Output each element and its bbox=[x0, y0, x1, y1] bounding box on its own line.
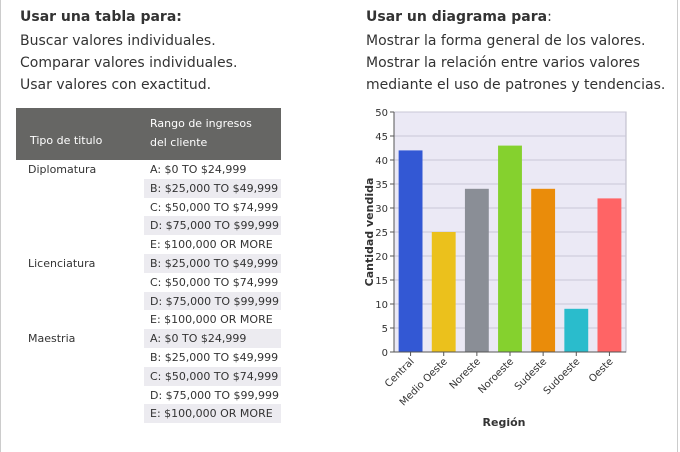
income-range-cell: B: $25,000 TO $49,999 bbox=[150, 350, 279, 364]
income-range-cell: A: $0 TO $24,999 bbox=[150, 332, 247, 346]
table-usage-heading: Usar una tabla para: bbox=[20, 9, 182, 25]
income-range-cell: E: $100,000 OR MORE bbox=[150, 407, 273, 421]
y-tick-label: 45 bbox=[375, 132, 388, 143]
row-shading bbox=[144, 329, 281, 348]
table-row: D: $75,000 TO $99,999 bbox=[16, 291, 281, 311]
y-axis-title: Cantidad vendida bbox=[363, 178, 376, 287]
chart-usage-section: Usar un diagrama para: Mostrar la forma … bbox=[366, 8, 676, 96]
income-range-cell: D: $75,000 TO $99,999 bbox=[150, 388, 280, 402]
table-row: B: $25,000 TO $49,999 bbox=[16, 348, 281, 367]
chart-usage-line-3: mediante el uso de patrones y tendencias… bbox=[366, 77, 666, 93]
degree-type-cell: Diplomatura bbox=[28, 163, 97, 176]
chart-usage-heading: Usar un diagrama para: bbox=[366, 8, 676, 26]
bar-medio-oeste bbox=[431, 232, 456, 352]
table-usage-line-1: Buscar valores individuales. bbox=[20, 33, 216, 49]
income-range-cell: A: $0 TO $24,999 bbox=[150, 163, 247, 176]
bar-sudeste bbox=[531, 188, 556, 352]
bar-oeste bbox=[597, 198, 622, 352]
chart-usage-line-2: Mostrar la relación entre varios valores bbox=[366, 55, 640, 71]
table-row: Licenciatura B: $25,000 TO $49,999 bbox=[16, 253, 281, 273]
table-row: Diplomatura A: $0 TO $24,999 bbox=[16, 160, 281, 179]
income-range-cell: B: $25,000 TO $49,999 bbox=[150, 181, 279, 195]
bar-sudoeste bbox=[564, 308, 589, 352]
income-range-cell: B: $25,000 TO $49,999 bbox=[150, 256, 279, 270]
chart-usage-heading-bold: Usar un diagrama para bbox=[366, 9, 548, 25]
income-range-cell: C: $50,000 TO $74,999 bbox=[150, 200, 279, 214]
table-row: C: $50,000 TO $74,999 bbox=[16, 198, 281, 217]
bar-noroeste bbox=[498, 145, 522, 352]
table-row: C: $50,000 TO $74,999 bbox=[16, 366, 281, 386]
table-row: B: $25,000 TO $49,999 bbox=[16, 178, 281, 198]
income-table: Tipo de titulo Rango de ingresos del cli… bbox=[16, 108, 281, 424]
table-row: E: $100,000 OR MORE bbox=[16, 235, 281, 254]
x-axis-title: Región bbox=[483, 416, 526, 429]
y-tick-label: 0 bbox=[382, 348, 388, 359]
table-row: E: $100,000 OR MORE bbox=[16, 310, 281, 329]
y-tick-label: 35 bbox=[375, 180, 388, 191]
table-usage-line-3: Usar valores con exactitud. bbox=[20, 77, 212, 93]
table-row: D: $75,000 TO $99,999 bbox=[16, 216, 281, 236]
table-usage-section: Usar una tabla para: Buscar valores indi… bbox=[20, 8, 285, 96]
y-tick-label: 20 bbox=[375, 252, 388, 263]
row-shading bbox=[144, 404, 281, 424]
row-shading bbox=[144, 291, 281, 311]
income-range-cell: C: $50,000 TO $74,999 bbox=[150, 369, 279, 383]
chart-usage-line-1: Mostrar la forma general de los valores. bbox=[366, 33, 646, 49]
bar-central bbox=[398, 150, 423, 352]
table-header: Tipo de titulo Rango de ingresos del cli… bbox=[16, 108, 281, 160]
table-row: Maestria A: $0 TO $24,999 bbox=[16, 329, 281, 348]
y-tick-label: 30 bbox=[375, 204, 388, 215]
y-tick-label: 25 bbox=[375, 228, 388, 239]
income-range-cell: D: $75,000 TO $99,999 bbox=[150, 219, 280, 233]
row-shading bbox=[144, 253, 281, 273]
y-tick-label: 50 bbox=[375, 108, 388, 119]
x-tick-label: Central bbox=[383, 356, 417, 390]
degree-type-cell: Licenciatura bbox=[28, 256, 96, 270]
y-tick-label: 15 bbox=[375, 276, 388, 287]
table-body: Diplomatura A: $0 TO $24,999 B: $25,000 TO… bbox=[16, 160, 281, 424]
header-income-range: Rango de ingresos del cliente bbox=[150, 117, 252, 149]
y-tick-label: 10 bbox=[375, 300, 388, 311]
table-row: C: $50,000 TO $74,999 bbox=[16, 273, 281, 292]
x-tick-label: Sudoeste bbox=[542, 356, 583, 397]
row-shading bbox=[144, 178, 281, 198]
x-tick-label: Noroeste bbox=[476, 356, 516, 396]
income-range-cell: D: $75,000 TO $99,999 bbox=[150, 294, 280, 308]
header-degree-type: Tipo de titulo bbox=[30, 134, 103, 147]
table-row: E: $100,000 OR MORE bbox=[16, 404, 281, 424]
row-shading bbox=[144, 366, 281, 386]
y-tick-label: 5 bbox=[382, 324, 388, 335]
y-tick-label: 40 bbox=[375, 156, 388, 167]
bar-noreste bbox=[464, 188, 489, 352]
income-range-cell: E: $100,000 OR MORE bbox=[150, 313, 273, 327]
x-tick-label: Oeste bbox=[587, 356, 616, 385]
table-usage-line-2: Comparar valores individuales. bbox=[20, 55, 238, 71]
chart-usage-heading-colon: : bbox=[547, 9, 552, 25]
income-range-cell: C: $50,000 TO $74,999 bbox=[150, 275, 279, 289]
income-range-cell: E: $100,000 OR MORE bbox=[150, 238, 273, 252]
degree-type-cell: Maestria bbox=[28, 332, 76, 346]
row-shading bbox=[144, 216, 281, 236]
table-row: D: $75,000 TO $99,999 bbox=[16, 386, 281, 405]
